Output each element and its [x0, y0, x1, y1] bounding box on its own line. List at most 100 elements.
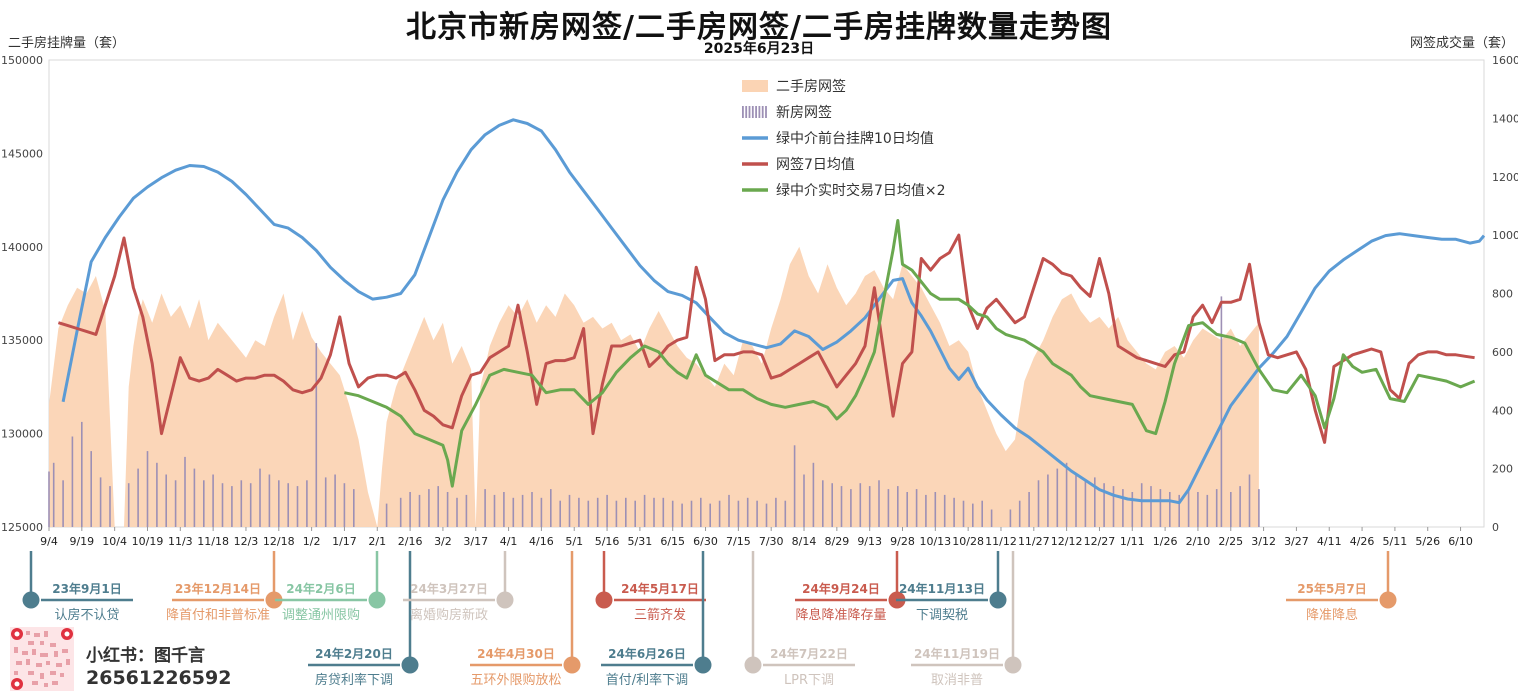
x-axis-tick-label: 1/26 — [1153, 535, 1178, 548]
bar-newhome — [1248, 474, 1251, 527]
legend-swatch — [761, 106, 764, 118]
bar-newhome — [465, 494, 468, 527]
line-series-1 — [61, 118, 1486, 505]
bar-newhome — [127, 483, 130, 527]
bar-newhome — [1084, 480, 1087, 527]
legend-swatch — [748, 106, 751, 118]
annotation-date: 24年11月19日 — [914, 646, 1000, 661]
x-axis-tick-label: 10/4 — [102, 535, 127, 548]
bar-newhome — [1197, 492, 1199, 527]
bar-newhome — [1112, 486, 1115, 527]
bar-newhome — [296, 486, 299, 527]
bar-newhome — [1056, 468, 1059, 527]
bar-newhome — [1215, 489, 1218, 527]
bar-newhome — [531, 492, 533, 527]
bar-newhome — [925, 494, 927, 527]
bar-newhome — [1103, 483, 1105, 527]
bar-newhome — [1075, 474, 1077, 527]
bar-newhome — [193, 468, 196, 527]
bar-newhome — [1140, 483, 1143, 527]
x-axis-tick-label: 11/12 — [985, 535, 1017, 548]
bar-newhome — [634, 500, 636, 527]
bar-newhome — [784, 500, 787, 527]
bar-newhome — [831, 483, 833, 527]
right-axis-tick-label: 0 — [1492, 521, 1499, 534]
bar-newhome — [521, 494, 524, 527]
bar-newhome — [512, 497, 515, 527]
x-axis-tick-label: 4/1 — [500, 535, 518, 548]
x-axis-tick-label: 4/16 — [529, 535, 554, 548]
bar-newhome — [240, 480, 243, 527]
bar-newhome — [981, 500, 983, 527]
bar-newhome — [953, 497, 955, 527]
bar-newhome — [1258, 489, 1260, 527]
annotation-dot — [496, 591, 514, 609]
annotation-date: 24年9月24日 — [802, 581, 880, 596]
bar-newhome — [812, 462, 815, 527]
bar-newhome — [897, 486, 899, 527]
x-axis-tick-label: 2/25 — [1218, 535, 1243, 548]
annotation-date: 25年5月7日 — [1297, 581, 1366, 596]
annotation-dot — [265, 591, 283, 609]
bar-newhome — [868, 486, 871, 527]
bar-newhome — [700, 497, 702, 527]
x-axis-tick-label: 10/13 — [919, 535, 951, 548]
bar-newhome — [915, 489, 918, 527]
annotation-dot — [401, 656, 419, 674]
x-axis-tick-label: 3/17 — [463, 535, 488, 548]
x-axis-tick-label: 7/15 — [726, 535, 751, 548]
x-axis-tick-label: 3/27 — [1284, 535, 1309, 548]
bar-newhome — [287, 483, 289, 527]
legend-label: 新房网签 — [776, 104, 832, 121]
x-axis-tick-label: 2/10 — [1186, 535, 1211, 548]
bar-newhome — [1094, 477, 1096, 527]
x-axis-tick-label: 4/26 — [1350, 535, 1375, 548]
x-axis-tick-label: 12/18 — [263, 535, 295, 548]
legend-swatch — [742, 80, 768, 92]
x-axis-tick-label: 12/3 — [234, 535, 259, 548]
annotation-date: 24年11月13日 — [899, 581, 985, 596]
legend-label: 绿中介实时交易7日均值×2 — [776, 182, 946, 199]
line-series-2 — [57, 233, 1475, 444]
left-axis-tick-label: 135000 — [1, 334, 43, 347]
bar-newhome — [399, 497, 402, 527]
bar-newhome — [437, 486, 439, 527]
bar-newhome — [540, 497, 543, 527]
annotation-date: 24年2月6日 — [286, 581, 355, 596]
bar-newhome — [156, 462, 158, 527]
area-series-secondhand — [49, 246, 1259, 528]
bar-newhome — [990, 509, 993, 527]
annotation-text: 降息降准降存量 — [795, 607, 886, 623]
annotation-dot — [1004, 656, 1022, 674]
x-axis-tick-label: 1/11 — [1120, 535, 1145, 548]
bar-newhome — [503, 492, 505, 527]
annotation-text: 五环外限购放松 — [470, 672, 561, 688]
bar-newhome — [48, 471, 50, 527]
annotation-date: 24年2月20日 — [315, 646, 393, 661]
bar-newhome — [52, 462, 55, 527]
bar-newhome — [137, 468, 139, 527]
bar-newhome — [1169, 492, 1171, 527]
left-axis-tick-label: 145000 — [1, 147, 43, 160]
bar-newhome — [109, 486, 111, 527]
annotation-text: 离婚购房新政 — [410, 607, 488, 623]
annotation-dot — [989, 591, 1007, 609]
annotation-text: 首付/利率下调 — [606, 672, 688, 688]
bar-newhome — [334, 474, 336, 527]
legend-swatch — [751, 106, 754, 118]
left-axis-title: 二手房挂牌量（套） — [8, 36, 126, 51]
bar-newhome — [671, 500, 674, 527]
bar-newhome — [259, 468, 261, 527]
bar-newhome — [1037, 480, 1040, 527]
x-axis-tick-label: 2/16 — [398, 535, 423, 548]
bar-newhome — [1220, 296, 1223, 527]
right-axis-tick-label: 1000 — [1492, 229, 1518, 242]
bar-newhome — [324, 477, 327, 527]
bar-newhome — [1131, 492, 1134, 527]
bar-newhome — [1009, 509, 1012, 527]
bar-newhome — [887, 489, 890, 527]
bar-newhome — [596, 497, 599, 527]
bar-newhome — [446, 492, 449, 527]
bar-newhome — [1018, 500, 1021, 527]
